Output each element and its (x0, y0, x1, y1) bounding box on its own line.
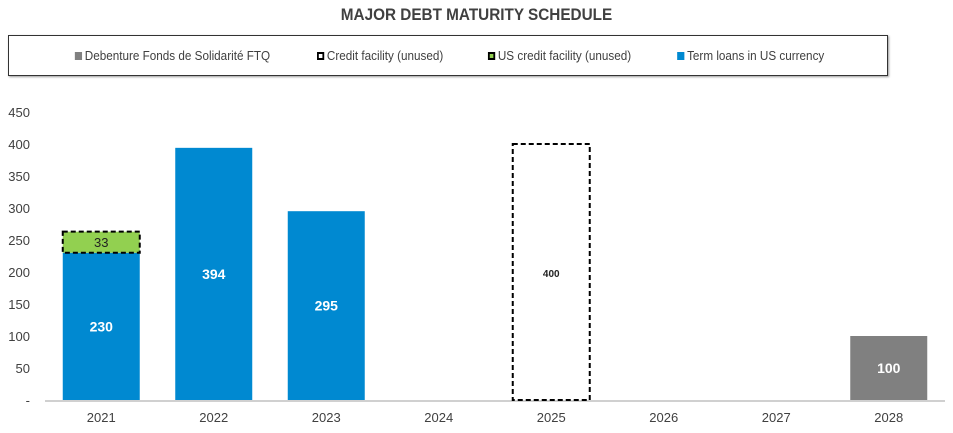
y-tick-label: - (26, 393, 30, 408)
y-tick-label: 250 (8, 233, 30, 248)
data-label: 295 (315, 298, 339, 314)
legend-swatch (676, 51, 685, 60)
legend-item: Debenture Fonds de Solidarité FTQ (74, 48, 270, 63)
y-tick-label: 350 (8, 169, 30, 184)
y-tick-label: 300 (8, 201, 30, 216)
bar-us-credit-facility-unused- (61, 230, 141, 254)
chart-title: MAJOR DEBT MATURITY SCHEDULE (340, 5, 613, 24)
y-tick-label: 150 (8, 297, 30, 312)
data-label: 400 (543, 269, 560, 280)
legend-label: Credit facility (unused) (327, 48, 444, 63)
legend-label: Debenture Fonds de Solidarité FTQ (84, 48, 270, 63)
x-tick-label: 2026 (649, 410, 678, 425)
legend: Debenture Fonds de Solidarité FTQ Credit … (8, 35, 888, 76)
x-tick-label: 2027 (762, 410, 791, 425)
legend-swatch (74, 51, 82, 60)
bar-credit-facility-unused- (511, 143, 591, 401)
y-tick-label: 400 (8, 137, 30, 152)
data-label: 33 (94, 235, 108, 250)
bar-term-loans-in-us-currency (62, 252, 140, 400)
x-tick-label: 2021 (87, 410, 116, 425)
legend-item: Credit facility (unused) (317, 48, 444, 63)
data-label: 230 (90, 318, 114, 334)
x-tick-label: 2023 (312, 410, 341, 425)
x-tick-label: 2028 (874, 410, 903, 425)
legend-swatch (488, 51, 496, 60)
x-tick-label: 2025 (537, 410, 566, 425)
bar-term-loans-in-us-currency (287, 211, 365, 400)
y-tick-label: 450 (8, 105, 30, 120)
data-label: 394 (202, 266, 226, 282)
bar-term-loans-in-us-currency (175, 147, 253, 400)
y-tick-label: 200 (8, 265, 30, 280)
legend-swatch (317, 51, 325, 60)
x-tick-label: 2022 (199, 410, 228, 425)
y-tick-label: 50 (16, 361, 30, 376)
legend-item: US credit facility (unused) (488, 48, 631, 63)
bar-debenture-fonds-de-solidarit-ftq (850, 336, 928, 400)
x-tick-label: 2024 (424, 410, 453, 425)
y-tick-label: 100 (8, 329, 30, 344)
data-label: 100 (877, 360, 901, 376)
legend-item: Term loans in US currency (676, 48, 825, 63)
legend-label: US credit facility (unused) (497, 48, 632, 63)
legend-label: Term loans in US currency (686, 48, 825, 63)
